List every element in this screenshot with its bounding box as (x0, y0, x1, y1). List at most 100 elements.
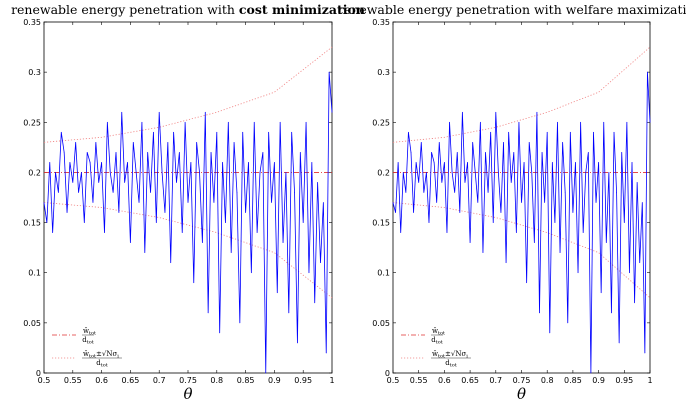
data-point (265, 372, 267, 374)
data-point (523, 162, 525, 163)
upper-band-line (392, 46, 651, 143)
y-tick-label: 0.2 (28, 168, 41, 177)
data-point (641, 202, 643, 203)
data-point (541, 151, 543, 153)
data-point (124, 182, 126, 183)
data-point (618, 342, 620, 344)
legend-den-sub: tot (87, 340, 94, 346)
data-point (230, 252, 232, 254)
data-point (328, 71, 330, 73)
data-point (544, 202, 546, 203)
legend-var: w̄ (83, 327, 89, 335)
data-point (164, 212, 166, 213)
x-axis-label: θ (517, 385, 526, 402)
legend-den: d (431, 336, 436, 344)
data-point (608, 172, 610, 173)
legend-var: w̄ (83, 350, 89, 358)
data-point (626, 121, 628, 123)
data-point (144, 252, 146, 254)
x-tick-label: 0.6 (438, 376, 451, 385)
x-tick-label: 0.9 (592, 376, 605, 385)
data-point (81, 172, 82, 173)
data-point (279, 121, 281, 123)
data-point (176, 182, 177, 183)
data-point (331, 111, 333, 113)
data-point (75, 141, 77, 143)
x-tick-label: 0.75 (513, 376, 531, 385)
data-point (245, 212, 247, 213)
legend-label-numerator: w̄tot (432, 327, 445, 337)
data-point (402, 172, 404, 173)
data-point (636, 182, 638, 183)
data-point (239, 322, 241, 324)
data-point (559, 252, 561, 254)
data-point (291, 131, 293, 133)
data-point (492, 222, 494, 223)
data-point (314, 302, 316, 304)
data-point (55, 172, 56, 173)
data-point (222, 162, 223, 163)
data-point (299, 151, 301, 153)
data-point (500, 212, 502, 213)
legend-extra: ±√Nσ (96, 350, 117, 358)
legend-label-denominator: dtot (96, 359, 108, 369)
data-point (623, 222, 625, 223)
data-point (297, 342, 298, 344)
data-point (155, 222, 157, 223)
data-point (305, 121, 307, 123)
data-point (259, 172, 261, 173)
data-point (423, 192, 425, 193)
data-point (451, 172, 453, 173)
data-point (101, 162, 102, 163)
data-point (109, 172, 111, 173)
data-point (598, 162, 599, 163)
chart-title: renewable energy penetration with cost m… (11, 2, 365, 17)
data-point (193, 282, 195, 284)
data-point (649, 121, 651, 123)
legend-var-sub: tot (89, 331, 96, 337)
data-point (464, 182, 466, 183)
x-tick-label: 0.75 (179, 376, 197, 385)
legend-extra-sub: i (117, 354, 119, 360)
data-point (268, 131, 270, 133)
data-point (216, 131, 218, 133)
data-point (436, 202, 438, 203)
data-point (433, 162, 435, 163)
data-point (616, 192, 617, 193)
data-point (141, 121, 143, 123)
data-point (58, 192, 59, 193)
data-point (485, 151, 486, 153)
data-point (288, 312, 290, 314)
x-tick-label: 0.95 (294, 376, 312, 385)
data-point (420, 141, 422, 143)
data-point (567, 322, 569, 324)
data-point (582, 232, 584, 234)
data-point (611, 312, 612, 314)
data-point (225, 222, 226, 223)
data-point (503, 141, 504, 143)
data-point (410, 151, 412, 153)
data-point (274, 162, 275, 163)
data-point (497, 172, 499, 173)
y-tick-label: 0.3 (377, 68, 390, 77)
data-point (549, 332, 551, 334)
y-tick-label: 0.15 (372, 219, 390, 228)
data-point (308, 272, 310, 274)
legend-den: d (82, 336, 87, 344)
data-point (184, 121, 186, 123)
data-point (482, 252, 484, 254)
data-point (590, 372, 592, 374)
data-point (505, 262, 507, 264)
x-tick-label: 0.8 (541, 376, 554, 385)
data-point (400, 232, 402, 234)
data-point (132, 141, 134, 143)
legend-den: d (445, 359, 450, 367)
data-point (135, 172, 137, 173)
data-point (69, 162, 71, 163)
upper-band-line (43, 46, 333, 143)
data-point (121, 111, 123, 113)
data-point (438, 141, 440, 143)
data-point (551, 162, 553, 163)
data-point (647, 71, 648, 73)
